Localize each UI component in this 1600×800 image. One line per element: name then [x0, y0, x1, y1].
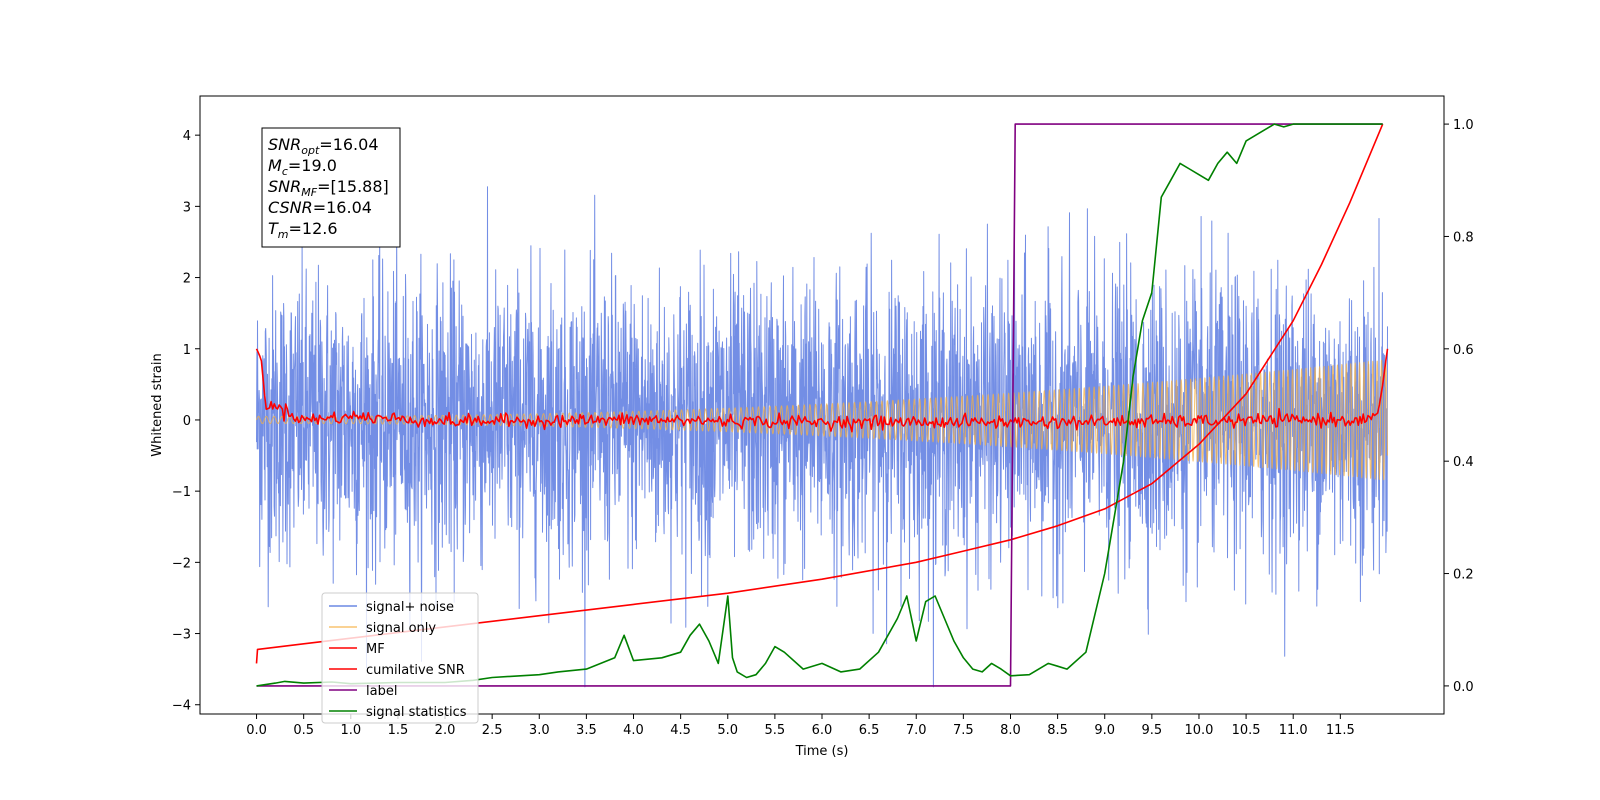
x-tick-label: 2.5 [482, 723, 503, 738]
y2-tick-label: 0.6 [1453, 343, 1474, 358]
x-tick-label: 3.0 [529, 723, 550, 738]
x-tick-label: 2.0 [435, 723, 456, 738]
series-signal-noise [256, 186, 1388, 688]
x-tick-label: 8.5 [1047, 723, 1068, 738]
y2-tick-label: 0.2 [1453, 568, 1474, 583]
x-tick-label: 0.0 [246, 723, 267, 738]
x-tick-label: 1.0 [340, 723, 361, 738]
y-tick-label: 4 [183, 129, 191, 144]
x-tick-label: 8.0 [1000, 723, 1021, 738]
x-tick-label: 4.0 [623, 723, 644, 738]
y-tick-label: −4 [172, 699, 191, 714]
annotation-line: SNRopt=16.04 [268, 135, 379, 157]
annotation-value: =12.6 [289, 219, 338, 238]
x-tick-label: 6.5 [859, 723, 880, 738]
legend-label: label [366, 684, 397, 699]
x-tick-label: 9.5 [1142, 723, 1163, 738]
y-tick-label: 0 [183, 414, 191, 429]
annotation-line: Tm=12.6 [268, 219, 338, 241]
x-tick-label: 0.5 [293, 723, 314, 738]
x-tick-label: 4.5 [670, 723, 691, 738]
annotation-value: =[15.88] [317, 177, 389, 196]
x-tick-label: 10.0 [1184, 723, 1213, 738]
x-tick-label: 5.0 [717, 723, 738, 738]
annotation-symbol: M [268, 156, 282, 175]
y2-tick-label: 0.0 [1453, 680, 1474, 695]
series-label [256, 123, 1383, 687]
x-tick-label: 7.5 [953, 723, 974, 738]
legend: signal+ noise signal only MF cumilative SNR… [321, 592, 479, 724]
annotation-subscript: c [282, 165, 288, 178]
x-axis-label: Time (s) [795, 744, 849, 759]
x-axis: 0.0 0.5 1.0 1.5 2.0 2.5 3.0 3.5 4.0 4.5 5.0 5.5 6.0 6… [246, 714, 1355, 738]
x-tick-label: 10.5 [1232, 723, 1261, 738]
annotation-line: Mc=19.0 [268, 156, 337, 178]
annotation-symbol: SNR [268, 177, 301, 196]
y-tick-label: −2 [172, 556, 191, 571]
y2-tick-label: 0.4 [1453, 455, 1474, 470]
annotation-value: =16.04 [313, 198, 372, 217]
x-tick-label: 11.5 [1326, 723, 1355, 738]
annotation-symbol: SNR [268, 135, 301, 154]
y-axis-right: 1.0 0.8 0.6 0.4 0.2 0.0 [1444, 118, 1474, 695]
annotation-frame [261, 127, 401, 248]
legend-label: MF [366, 642, 385, 657]
y-axis-label: Whitened strain [150, 353, 165, 456]
y-axis-left: 4 3 2 1 0 −1 −2 −3 −4 [172, 129, 200, 714]
x-tick-label: 3.5 [576, 723, 597, 738]
annotation-symbol: T [268, 219, 279, 238]
legend-label: signal statistics [366, 705, 467, 720]
y-tick-label: 3 [183, 200, 191, 215]
y-tick-label: 2 [183, 272, 191, 287]
annotation-value: =19.0 [288, 156, 337, 175]
x-tick-label: 5.5 [765, 723, 786, 738]
annotation-subscript: m [278, 228, 289, 241]
x-tick-label: 7.0 [906, 723, 927, 738]
x-tick-label: 6.0 [812, 723, 833, 738]
y-tick-label: 1 [183, 343, 191, 358]
x-tick-label: 9.0 [1094, 723, 1115, 738]
series-signal-statistics [256, 123, 1383, 687]
annotation-value: =16.04 [319, 135, 378, 154]
series-mf [255, 348, 1389, 433]
x-tick-label: 1.5 [388, 723, 409, 738]
annotation-line: SNRMF=[15.88] [268, 177, 389, 199]
annotation-box: SNRopt=16.04Mc=19.0SNRMF=[15.88]CSNR=16.… [261, 127, 401, 248]
legend-frame [321, 592, 479, 724]
x-tick-label: 11.0 [1279, 723, 1308, 738]
annotation-symbol: CSNR [268, 198, 313, 217]
y-tick-label: −1 [172, 485, 191, 500]
annotation-line: CSNR=16.04 [268, 198, 372, 217]
y2-tick-label: 1.0 [1453, 118, 1474, 133]
legend-label: signal only [366, 621, 436, 636]
y-tick-label: −3 [172, 628, 191, 643]
annotation-subscript: MF [301, 186, 317, 199]
legend-label: cumilative SNR [366, 663, 465, 678]
annotation-subscript: opt [301, 144, 320, 157]
y2-tick-label: 0.8 [1453, 230, 1474, 245]
legend-label: signal+ noise [366, 600, 454, 615]
